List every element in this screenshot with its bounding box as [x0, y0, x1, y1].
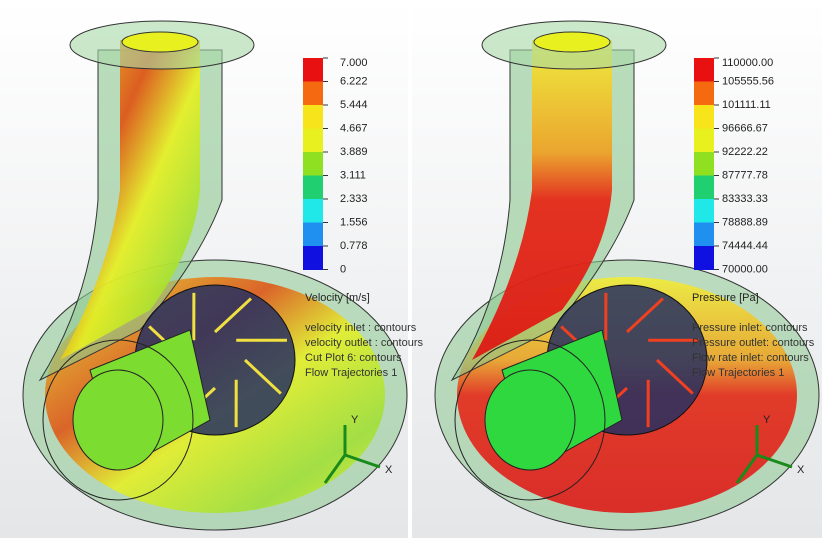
legend-label: 105555.56	[722, 75, 774, 87]
legend-swatch	[303, 82, 323, 106]
axis-label: X	[385, 464, 393, 476]
outlet	[534, 32, 610, 52]
legend-label: 4.667	[340, 122, 368, 134]
page: 7.000 6.222 5.444 4.667 3.889 3.111 2.333 1.556…	[0, 0, 822, 538]
legend-label: 92222.22	[722, 146, 768, 158]
legend-swatch	[303, 129, 323, 153]
legend-swatch	[303, 152, 323, 176]
legend-label: 3.889	[340, 146, 368, 158]
legend-label: 70000.00	[722, 263, 768, 275]
legend-swatch	[303, 105, 323, 129]
legend-swatch	[694, 82, 714, 106]
legend-label: 78888.89	[722, 216, 768, 228]
legend-label: 87777.78	[722, 169, 768, 181]
legend-label: 74444.44	[722, 240, 768, 252]
legend-swatch	[694, 58, 714, 82]
annotation: Pressure outlet: contours	[692, 337, 815, 349]
legend-swatch	[694, 246, 714, 270]
outlet	[122, 32, 198, 52]
axis-label: Y	[763, 414, 771, 426]
axis-label: X	[797, 464, 805, 476]
legend-swatch	[303, 199, 323, 223]
legend-label: 5.444	[340, 99, 368, 111]
legend-swatch	[303, 246, 323, 270]
legend-label: 2.333	[340, 193, 368, 205]
legend-label: 101111.11	[722, 99, 771, 111]
legend-swatch	[303, 58, 323, 82]
legend-swatch	[694, 223, 714, 247]
legend-label: 96666.67	[722, 122, 768, 134]
annotation: Flow Trajectories 1	[305, 367, 397, 379]
legend-label: 83333.33	[722, 193, 768, 205]
axis-label: Y	[351, 414, 359, 426]
legend-label: 7.000	[340, 57, 368, 69]
legend-swatch	[694, 176, 714, 200]
legend-swatch	[694, 105, 714, 129]
legend-label: 1.556	[340, 216, 368, 228]
legend-label: 3.111	[340, 169, 366, 181]
hub	[485, 370, 575, 470]
legend-label: 110000.00	[722, 57, 773, 69]
legend-swatch	[694, 129, 714, 153]
annotation: velocity inlet : contours	[305, 322, 417, 334]
legend-label: 6.222	[340, 75, 368, 87]
screenshot: 7.000 6.222 5.444 4.667 3.889 3.111 2.333 1.556…	[0, 0, 822, 538]
legend-title: Pressure [Pa]	[692, 292, 759, 304]
legend-label: 0.778	[340, 240, 368, 252]
legend-title: Velocity [m/s]	[305, 292, 370, 304]
legend-label: 0	[340, 263, 346, 275]
legend-swatch	[303, 223, 323, 247]
annotation: Flow rate inlet: contours	[692, 352, 809, 364]
annotation: Cut Plot 6: contours	[305, 352, 402, 364]
annotation: velocity outlet : contours	[305, 337, 424, 349]
hub	[73, 370, 163, 470]
annotation: Pressure inlet: contours	[692, 322, 808, 334]
legend-swatch	[694, 199, 714, 223]
legend-swatch	[694, 152, 714, 176]
annotation: Flow Trajectories 1	[692, 367, 784, 379]
legend-swatch	[303, 176, 323, 200]
